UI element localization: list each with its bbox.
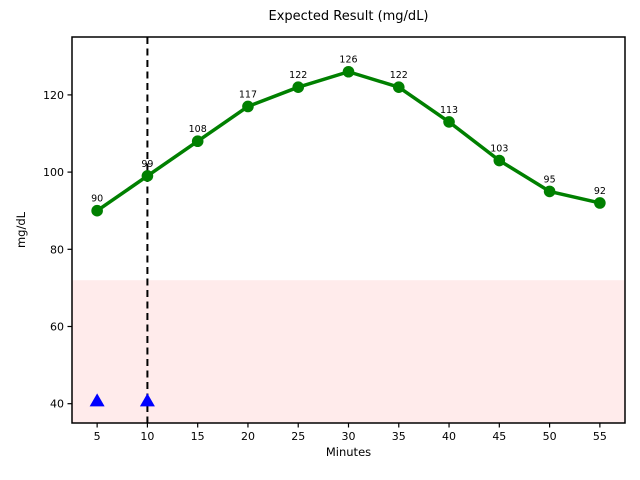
x-tick-label: 50 <box>543 430 557 443</box>
point-value-label: 92 <box>594 186 606 197</box>
y-tick-label: 60 <box>50 321 64 334</box>
x-tick-label: 15 <box>191 430 205 443</box>
data-point-marker <box>443 116 455 128</box>
triangle-marker <box>89 393 105 407</box>
point-value-label: 95 <box>544 174 556 185</box>
x-tick-label: 20 <box>241 430 255 443</box>
data-point-marker <box>493 154 506 167</box>
data-point-marker <box>342 65 355 78</box>
series-line <box>95 69 602 213</box>
data-point-marker <box>543 185 556 198</box>
data-point-marker <box>141 170 154 182</box>
point-value-label: 117 <box>239 89 257 100</box>
data-point-marker <box>392 81 405 93</box>
x-tick-label: 25 <box>291 430 305 443</box>
y-tick-label: 80 <box>50 243 64 256</box>
x-axis-label: Minutes <box>325 445 372 459</box>
x-tick-label: 30 <box>342 430 356 443</box>
point-value-label: 90 <box>91 194 103 205</box>
low-range-band <box>72 280 625 423</box>
data-point-marker <box>91 204 103 217</box>
x-tick-label: 55 <box>593 430 607 443</box>
point-value-label: 99 <box>141 159 153 170</box>
point-value-label: 113 <box>440 105 458 116</box>
x-tick-label: 40 <box>442 430 456 443</box>
y-axis-label: mg/dL <box>14 211 28 249</box>
data-point-marker <box>242 100 254 113</box>
y-tick-label: 40 <box>50 398 64 411</box>
point-value-label: 122 <box>289 70 307 81</box>
x-tick-label: 45 <box>492 430 506 443</box>
point-value-label: 103 <box>490 144 508 155</box>
y-tick-label: 100 <box>43 166 64 179</box>
x-tick-label: 35 <box>392 430 406 443</box>
data-point-marker <box>292 81 305 93</box>
x-tick-label: 5 <box>94 430 101 443</box>
data-point-marker <box>191 135 204 148</box>
y-tick-label: 120 <box>43 89 64 102</box>
point-value-label: 108 <box>189 124 207 135</box>
chart-title: Expected Result (mg/dL) <box>268 9 429 24</box>
x-tick-label: 10 <box>140 430 154 443</box>
triangle-marker <box>139 393 155 407</box>
data-point-marker <box>594 197 606 209</box>
point-value-label: 122 <box>390 70 408 81</box>
point-value-label: 126 <box>339 55 357 66</box>
